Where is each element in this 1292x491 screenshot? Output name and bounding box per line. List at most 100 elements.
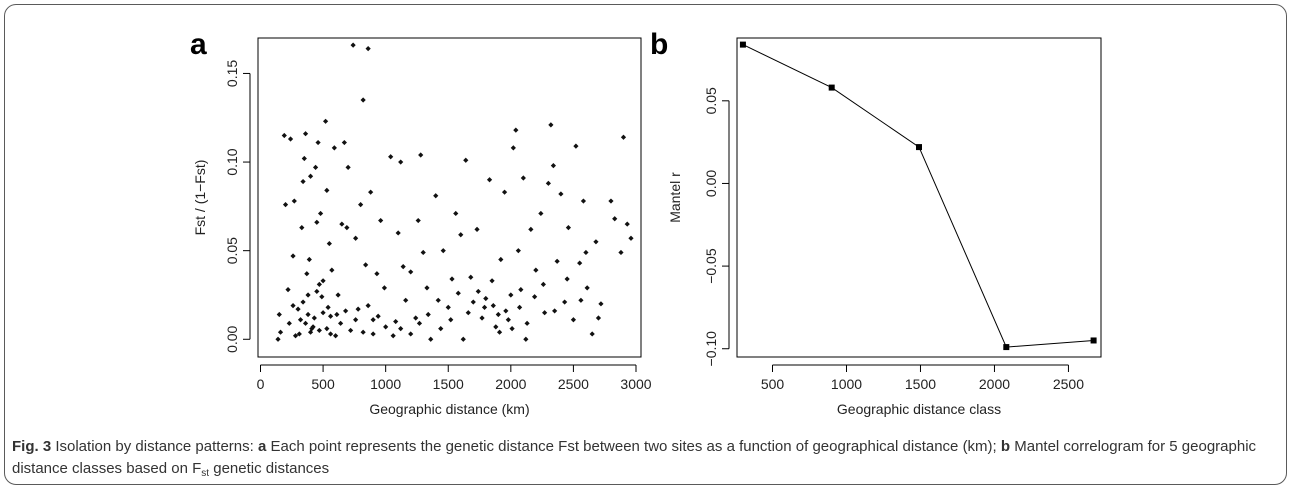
scatter-point xyxy=(390,333,396,339)
scatter-point xyxy=(463,157,469,163)
scatter-point xyxy=(327,331,334,337)
scatter-point xyxy=(358,201,364,208)
scatter-point xyxy=(518,287,524,293)
scatter-point xyxy=(287,136,294,142)
scatter-point xyxy=(460,336,466,342)
scatter-point xyxy=(501,189,508,195)
correlogram-point xyxy=(1090,337,1097,344)
caption-b-text-pre: Mantel correlogram for 5 geographic dist… xyxy=(12,438,1257,477)
scatter-point xyxy=(578,297,584,303)
scatter-point xyxy=(498,256,504,263)
scatter-point xyxy=(618,249,624,256)
panel-a-label: a xyxy=(190,28,207,61)
panel-a-x-tick-label: 500 xyxy=(311,376,335,392)
scatter-point xyxy=(474,226,480,232)
scatter-point xyxy=(350,42,356,48)
scatter-point xyxy=(583,249,589,256)
panel-a-x-tick-label: 3000 xyxy=(620,376,651,392)
scatter-point xyxy=(424,285,430,291)
scatter-point xyxy=(305,292,311,298)
panel-a-plot-box xyxy=(257,37,642,358)
scatter-point xyxy=(416,320,423,326)
scatter-point xyxy=(292,333,299,339)
scatter-point xyxy=(564,276,570,282)
scatter-point xyxy=(322,118,329,124)
scatter-point xyxy=(448,317,454,323)
scatter-point xyxy=(624,221,630,227)
scatter-point xyxy=(302,131,309,137)
scatter-point xyxy=(577,260,583,266)
scatter-point xyxy=(344,225,350,231)
panel-a-x-tick-label: 0 xyxy=(257,376,265,392)
scatter-point xyxy=(300,178,306,185)
panel-b-plot-box xyxy=(736,37,1102,358)
panel-a-y-tick-label: 0.05 xyxy=(224,237,240,264)
scatter-point xyxy=(275,336,281,342)
scatter-point xyxy=(353,235,359,241)
correlogram-point xyxy=(828,84,835,91)
scatter-point xyxy=(398,159,404,165)
scatter-point xyxy=(297,317,304,323)
correlogram-line xyxy=(742,44,1094,348)
scatter-point xyxy=(470,299,476,305)
scatter-point xyxy=(496,329,503,335)
scatter-point xyxy=(558,191,564,197)
scatter-point xyxy=(365,46,371,52)
scatter-point xyxy=(291,198,297,204)
panel-a-x-tick-label: 2000 xyxy=(495,376,526,392)
scatter-point xyxy=(509,326,515,332)
panel-b-y-tick-label: −0.10 xyxy=(703,331,719,367)
scatter-point xyxy=(465,310,471,316)
scatter-point xyxy=(316,281,322,287)
panel-b-y-tick-label: 0.05 xyxy=(703,87,719,114)
scatter-point xyxy=(326,240,332,247)
scatter-point xyxy=(314,219,320,225)
scatter-point xyxy=(449,276,455,282)
scatter-point xyxy=(381,285,388,291)
panel-a-y-tick-label: 0.15 xyxy=(224,60,240,87)
caption-a-label: a xyxy=(257,438,267,455)
scatter-point xyxy=(301,155,307,162)
scatter-point xyxy=(286,320,292,326)
scatter-point xyxy=(413,315,419,321)
scatter-point xyxy=(317,210,324,217)
correlogram-point xyxy=(916,144,922,151)
scatter-point xyxy=(548,122,554,128)
scatter-point xyxy=(370,331,376,337)
scatter-point xyxy=(628,235,634,241)
scatter-point xyxy=(486,177,493,183)
scatter-point xyxy=(339,221,345,227)
scatter-point xyxy=(290,303,296,309)
panel-a-x-tick-label: 1500 xyxy=(433,376,464,392)
correlogram-point xyxy=(739,41,746,48)
scatter-point xyxy=(483,295,489,302)
scatter-point xyxy=(545,180,551,186)
figure-caption: Fig. 3 Isolation by distance patterns: a… xyxy=(12,436,1280,485)
scatter-point xyxy=(508,292,514,298)
panel-b-x-tick-label: 1500 xyxy=(905,376,936,392)
scatter-point xyxy=(415,217,421,224)
scatter-point xyxy=(311,315,317,321)
correlogram-panel-b: 500 1000 1500 2000 2500 −0.10 −0.05 0.00 0.05 Geo… xyxy=(667,37,1102,417)
scatter-point xyxy=(360,97,366,103)
scatter-point xyxy=(562,299,568,305)
scatter-point xyxy=(315,139,321,146)
scatter-point xyxy=(400,264,406,270)
panel-b-y-axis-title: Mantel r xyxy=(667,172,683,223)
panel-a-x-tick-label: 2500 xyxy=(558,376,589,392)
scatter-point xyxy=(355,306,361,312)
scatter-point xyxy=(495,311,501,318)
scatter-point xyxy=(445,304,451,310)
scatter-point xyxy=(403,297,409,303)
panel-b-x-tick-label: 2000 xyxy=(979,376,1010,392)
scatter-point xyxy=(334,311,340,318)
scatter-point xyxy=(438,326,444,332)
scatter-point xyxy=(533,267,539,273)
scatter-point xyxy=(304,271,310,277)
scatter-point xyxy=(305,311,311,318)
scatter-point xyxy=(348,327,354,334)
scatter-point xyxy=(489,278,495,284)
scatter-point xyxy=(503,308,509,314)
scatter-point xyxy=(475,288,481,295)
